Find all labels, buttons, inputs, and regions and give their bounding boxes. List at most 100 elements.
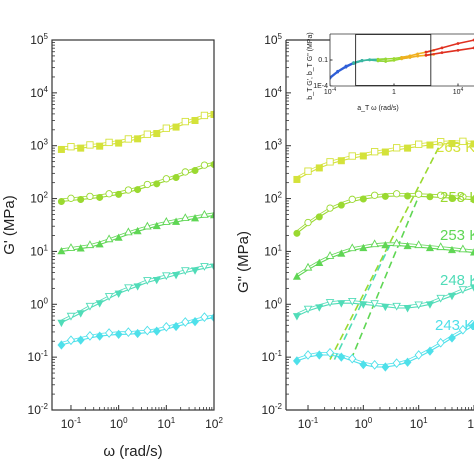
data-point [470,320,474,330]
data-point [133,283,142,291]
data-point [337,300,346,308]
inset-point [440,51,444,55]
data-point [425,301,434,309]
data-point [370,148,379,156]
x-tick-label: 104 [453,87,464,96]
inset-point [344,64,348,68]
data-point [315,164,323,172]
data-point [426,193,434,201]
data-point [448,333,456,343]
data-point [393,190,401,198]
right-y-axis-label: G" (MPa) [235,231,252,293]
inset-point [336,69,340,73]
y-tick-label: 100 [264,296,282,311]
data-point [66,312,76,321]
data-point [292,313,301,321]
data-point [200,312,209,322]
x-tick-label: 102 [205,416,223,431]
x-tick-label: 10-1 [61,416,82,431]
data-point [403,357,412,367]
fit-line [61,164,214,203]
x-tick-label: 10-4 [324,87,336,96]
data-point [210,161,214,169]
data-point [414,350,423,360]
data-point [105,190,113,198]
data-point [415,190,423,198]
data-point [337,249,346,257]
data-point [86,192,94,201]
left-panel: 10-1 100 101 10210-210-1100101102103104105 … [1,32,223,460]
data-point [133,226,142,235]
data-point [76,310,85,318]
data-point [315,213,323,221]
data-point [392,358,401,368]
data-point [448,194,456,202]
data-point [76,335,85,345]
data-point [447,245,457,254]
left-plot-frame [51,39,215,411]
data-point [359,243,368,252]
data-point [181,267,190,276]
data-point [124,227,133,236]
data-point [392,302,401,311]
y-tick-label: 105 [264,32,282,47]
data-point [347,297,357,306]
data-point [436,242,445,251]
y-tick-label: 100 [30,296,48,311]
data-point [426,346,434,356]
data-point [162,175,170,183]
data-point [381,362,390,372]
data-point [404,192,412,200]
data-point [191,267,200,275]
inset-point [408,55,412,59]
data-point [381,148,389,156]
data-point [114,233,123,241]
data-point [210,110,214,118]
inset-point [424,50,428,54]
data-point [347,243,357,252]
inset-x-axis-label: a_T ω (rad/s) [357,105,399,112]
data-point [209,210,214,219]
data-point [66,335,76,346]
data-point [459,137,467,145]
data-point [370,359,379,370]
y-tick-label: 102 [264,191,282,206]
fit-line [61,265,214,324]
data-point [448,140,456,148]
data-point [181,317,190,327]
y-tick-label: 105 [30,32,48,47]
data-point [172,272,181,280]
data-point [115,190,123,198]
data-point [95,240,104,248]
data-point [162,217,171,225]
x-tick-label: 101 [410,416,428,431]
data-point [143,130,152,138]
data-point [57,145,65,153]
data-point [293,229,301,237]
y-tick-label: 0.1 [318,57,328,64]
data-point [325,251,335,259]
fit-line [61,113,214,150]
inset-point [392,58,396,62]
data-point [315,350,324,360]
inset-point [456,42,460,45]
data-point [304,167,312,175]
temperature-label: 263 K [436,139,474,156]
data-point [104,328,114,338]
y-tick-label: 103 [264,138,282,153]
data-point [303,262,313,271]
data-point [292,272,301,280]
data-point [381,192,389,200]
data-point [67,194,75,202]
data-point [437,138,445,146]
y-tick-label: 10-2 [28,402,49,417]
dashed-guide-line [329,143,442,360]
data-point [447,292,457,301]
inset-point [416,52,420,56]
data-point [85,302,95,311]
data-point [337,352,346,362]
x-tick-label: 10 [467,417,474,431]
y-tick-label: 103 [30,138,48,153]
data-point [66,243,76,251]
data-point [124,327,133,338]
